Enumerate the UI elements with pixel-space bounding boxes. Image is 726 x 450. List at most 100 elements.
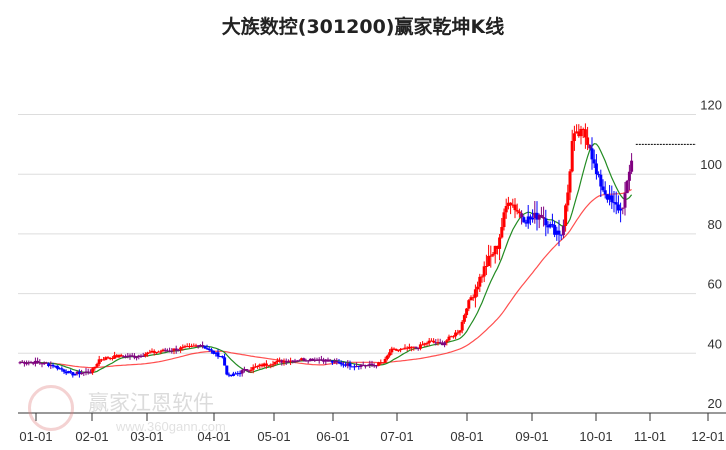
candle-body <box>315 359 319 361</box>
candle-body <box>482 266 486 277</box>
candle-body <box>77 371 81 375</box>
candle-body <box>495 245 499 249</box>
candle-body <box>218 356 222 358</box>
candle-body <box>368 363 372 366</box>
candle-body <box>597 174 601 176</box>
candle-body <box>42 362 46 365</box>
candle-body <box>44 362 48 364</box>
candle-body <box>388 352 392 356</box>
candle-body <box>513 204 517 211</box>
candle-body <box>451 336 455 338</box>
candle-body <box>478 276 482 287</box>
candle-body <box>440 343 444 346</box>
candle-body <box>84 371 88 373</box>
candle-body <box>412 346 416 348</box>
candle-body <box>207 349 211 351</box>
candle-body <box>361 364 365 366</box>
candle-body <box>344 364 348 366</box>
candle-body <box>275 360 279 362</box>
candle-body <box>60 368 64 370</box>
candle-body <box>416 347 420 349</box>
candle-body <box>31 362 35 364</box>
candle-body <box>253 366 257 368</box>
candle-body <box>251 367 255 370</box>
candle-body <box>357 365 361 367</box>
candle-body <box>396 350 400 352</box>
candle-body <box>401 348 405 350</box>
candle-body <box>383 358 387 363</box>
candle-body <box>236 373 240 375</box>
candle-body <box>418 344 422 349</box>
candle-body <box>319 359 323 361</box>
candle-body <box>306 360 310 362</box>
candle-body <box>58 368 62 370</box>
candle-body <box>40 363 44 365</box>
candle-body <box>99 359 103 361</box>
candle-body <box>311 358 315 361</box>
candle-body <box>143 354 147 356</box>
candle-body <box>476 286 480 290</box>
candle-body <box>526 216 530 224</box>
candle-body <box>247 370 251 372</box>
candle-body <box>264 363 268 366</box>
candle-body <box>75 371 79 374</box>
candle-body <box>425 343 429 345</box>
candle-body <box>572 133 576 142</box>
candle-body <box>121 356 125 358</box>
candle-body <box>18 362 22 364</box>
candle-body <box>381 362 385 364</box>
candle-body <box>73 373 77 376</box>
candle-body <box>71 372 75 376</box>
candle-body <box>126 355 130 357</box>
candle-body <box>594 163 598 175</box>
candle-body <box>20 362 24 364</box>
candle-body <box>172 348 176 351</box>
candle-body <box>196 345 200 347</box>
candle-body <box>242 369 246 371</box>
candle-body <box>403 347 407 349</box>
candle-body <box>559 234 563 236</box>
candle-body <box>216 352 220 357</box>
candle-body <box>546 225 550 228</box>
candle-body <box>203 346 207 349</box>
candle-body <box>502 212 506 228</box>
candle-body <box>445 340 449 343</box>
candle-body <box>170 350 174 352</box>
candle-body <box>108 358 112 360</box>
candle-body <box>38 362 42 364</box>
candle-body <box>51 364 55 367</box>
candle-body <box>350 366 354 368</box>
candle-body <box>423 343 427 345</box>
candle-body <box>605 194 609 200</box>
candle-body <box>176 349 180 351</box>
candle-body <box>469 297 473 301</box>
candle-body <box>240 370 244 374</box>
candle-body <box>601 186 605 191</box>
candle-body <box>174 348 178 351</box>
candle-body <box>313 359 317 361</box>
candle-body <box>220 356 224 358</box>
candle-body <box>198 345 202 347</box>
candle-body <box>229 374 233 376</box>
candle-body <box>355 365 359 367</box>
y-tick-label: 100 <box>700 157 722 172</box>
candle-body <box>394 348 398 351</box>
candle-body <box>517 211 521 214</box>
candle-body <box>454 332 458 337</box>
candle-body <box>119 354 123 357</box>
candle-body <box>616 204 620 211</box>
candle-body <box>284 361 288 363</box>
candle-body <box>146 352 150 355</box>
candle-body <box>429 340 433 342</box>
candle-body <box>346 363 350 366</box>
candle-body <box>493 245 497 255</box>
candle-body <box>568 171 572 193</box>
candle-body <box>141 355 145 357</box>
candle-body <box>25 363 29 365</box>
candle-body <box>245 369 249 371</box>
candle-body <box>614 202 618 205</box>
y-tick-label: 60 <box>708 277 722 292</box>
candle-body <box>537 214 541 220</box>
candle-body <box>577 131 581 137</box>
candle-body <box>377 362 381 366</box>
